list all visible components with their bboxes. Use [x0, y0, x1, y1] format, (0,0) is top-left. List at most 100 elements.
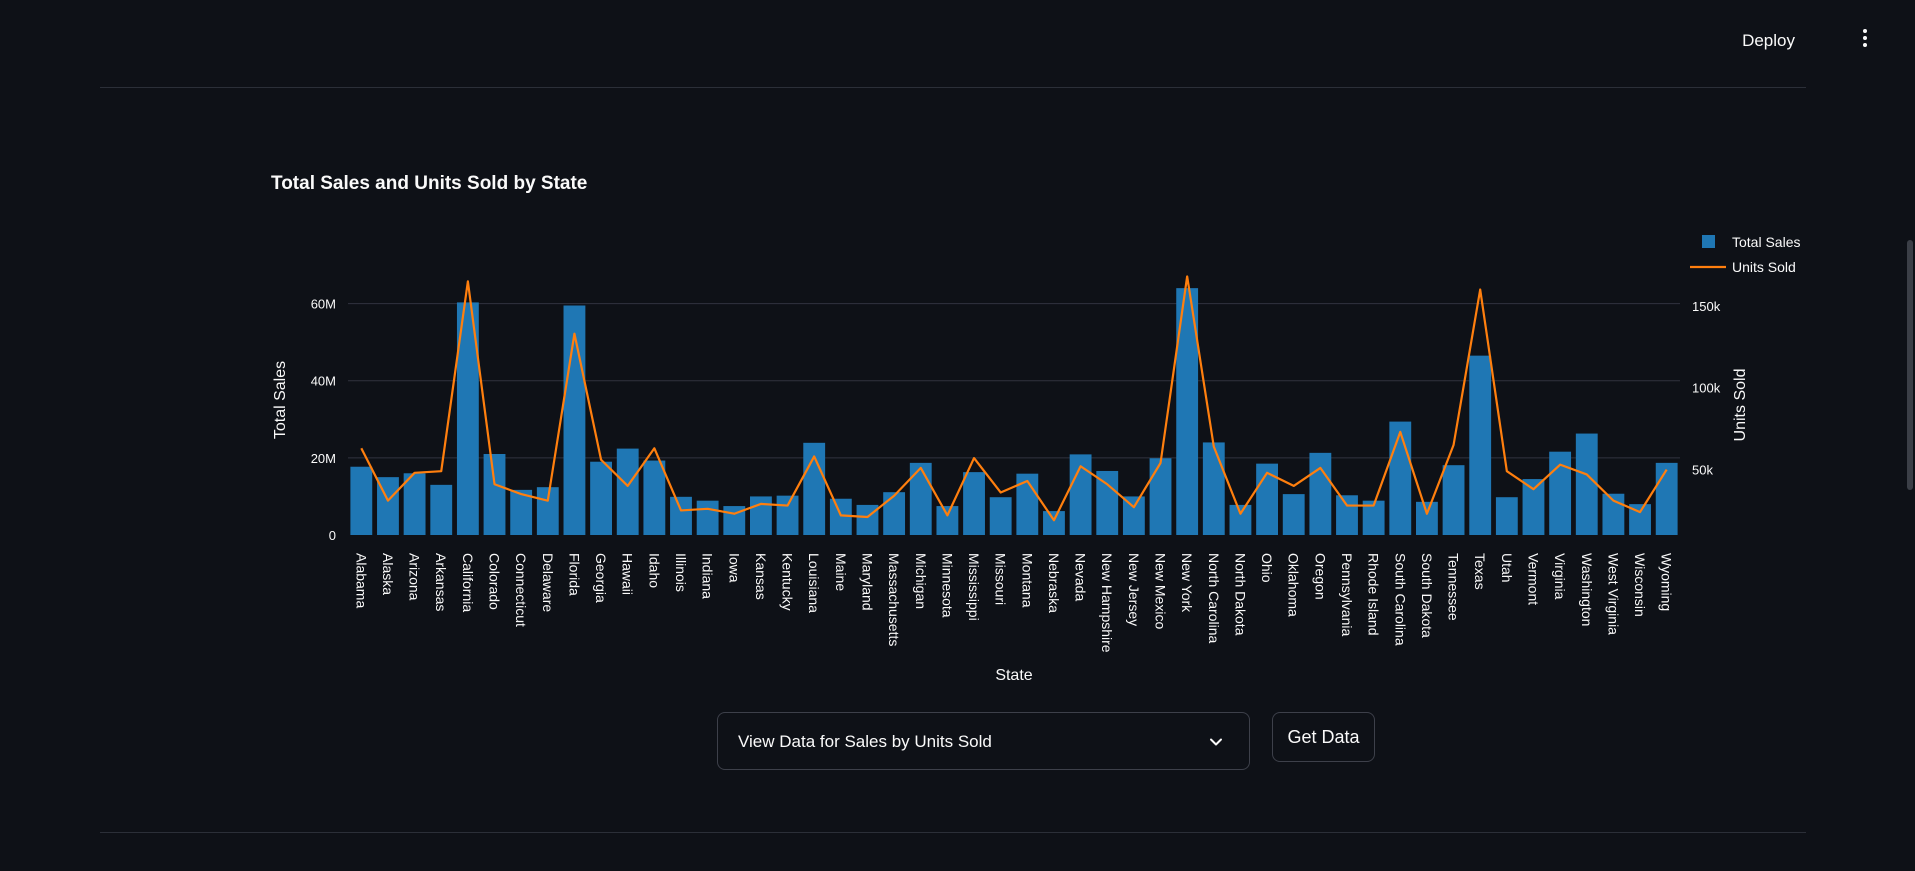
x-tick-label: Wisconsin: [1632, 553, 1648, 617]
bar-alabama: [350, 466, 373, 535]
bar-minnesota: [936, 506, 959, 535]
x-tick-label: California: [460, 553, 476, 612]
x-tick-label: Idaho: [646, 553, 662, 588]
bar-nebraska: [1043, 511, 1065, 535]
x-tick-label: Texas: [1472, 553, 1488, 590]
y-tick-label: 0: [329, 528, 336, 543]
bar-new-hampshire: [1096, 470, 1119, 535]
bar-wyoming: [1655, 462, 1678, 535]
x-tick-label: South Carolina: [1392, 553, 1408, 646]
bar-georgia: [590, 461, 613, 535]
x-tick-label: North Carolina: [1206, 553, 1222, 643]
units-sold-line: [360, 275, 1668, 522]
bar-arkansas: [430, 484, 453, 535]
x-tick-label: North Dakota: [1232, 553, 1248, 636]
x-tick-label: New Jersey: [1126, 553, 1142, 626]
bar-kentucky: [776, 495, 799, 535]
x-axis-title: State: [995, 667, 1032, 684]
y2-tick-label: 150k: [1692, 299, 1721, 314]
bar-maine: [829, 498, 852, 535]
x-tick-label: Virginia: [1552, 553, 1568, 600]
bar-arizona: [403, 473, 426, 535]
bar-texas: [1469, 355, 1492, 535]
x-tick-label: Connecticut: [513, 553, 529, 627]
legend-label-units-sold: Units Sold: [1732, 259, 1796, 275]
x-tick-label: Ohio: [1259, 553, 1275, 583]
bottom-divider: [100, 832, 1806, 833]
bar-wisconsin: [1629, 504, 1651, 535]
x-tick-label: Louisiana: [806, 553, 822, 613]
x-tick-label: New York: [1179, 553, 1195, 613]
bar-oklahoma: [1282, 494, 1305, 535]
bar-idaho: [643, 460, 666, 535]
x-tick-label: Vermont: [1525, 553, 1541, 605]
bar-vermont: [1522, 479, 1545, 535]
x-tick-label: Michigan: [913, 553, 929, 609]
x-tick-label: Colorado: [487, 553, 503, 610]
bar-massachusetts: [883, 492, 906, 535]
bar-missouri: [989, 497, 1012, 535]
bar-california: [456, 302, 479, 535]
bar-indiana: [696, 500, 719, 535]
bar-maryland: [856, 504, 879, 535]
select-value: View Data for Sales by Units Sold: [738, 732, 992, 751]
x-tick-label: Florida: [566, 553, 582, 596]
chevron-down-icon: [1210, 738, 1222, 746]
x-tick-label: Tennessee: [1446, 553, 1462, 621]
bar-rhode-island: [1362, 500, 1385, 535]
bar-virginia: [1549, 451, 1572, 535]
x-tick-label: Kentucky: [780, 553, 796, 611]
x-tick-label: Maryland: [859, 553, 875, 611]
deploy-button[interactable]: Deploy: [1734, 27, 1803, 55]
bar-new-york: [1176, 288, 1199, 535]
x-tick-label: Georgia: [593, 553, 609, 603]
x-tick-label: Illinois: [673, 553, 689, 592]
x-tick-label: New Mexico: [1153, 553, 1169, 629]
chart-title: Total Sales and Units Sold by State: [271, 173, 588, 194]
x-tick-label: Missouri: [993, 553, 1009, 605]
get-data-button[interactable]: Get Data: [1272, 712, 1375, 762]
x-tick-label: Pennsylvania: [1339, 553, 1355, 636]
bar-kansas: [749, 496, 772, 535]
bar-north-dakota: [1229, 504, 1252, 535]
bar-north-carolina: [1202, 442, 1225, 535]
x-tick-label: Nevada: [1073, 553, 1089, 601]
x-tick-label: Maine: [833, 553, 849, 591]
x-tick-label: Massachusetts: [886, 553, 902, 646]
y2-axis-title: Units Sold: [1732, 369, 1749, 442]
top-bar: Deploy: [0, 0, 1915, 60]
bar-utah: [1495, 497, 1518, 535]
y2-tick-label: 100k: [1692, 381, 1721, 396]
bar-pennsylvania: [1336, 495, 1358, 535]
y-tick-label: 40M: [311, 374, 336, 389]
x-tick-label: Nebraska: [1046, 553, 1062, 613]
x-tick-label: South Dakota: [1419, 553, 1435, 638]
bar-south-carolina: [1389, 421, 1412, 535]
sales-units-chart: 0 20M 40M 60M 50k 100k 150k Alabama Alaska Arizon…: [272, 234, 1800, 684]
x-tick-label: Oklahoma: [1286, 553, 1302, 617]
view-data-select[interactable]: View Data for Sales by Units Sold: [717, 712, 1250, 770]
bar-new-mexico: [1149, 458, 1172, 535]
bar-tennessee: [1442, 465, 1465, 535]
x-tick-label: Utah: [1499, 553, 1515, 583]
bar-illinois: [670, 496, 692, 535]
legend-label-total-sales: Total Sales: [1732, 234, 1800, 250]
top-divider: [100, 87, 1806, 88]
x-tick-label: Mississippi: [966, 553, 982, 621]
more-options-icon[interactable]: [1859, 29, 1871, 53]
x-tick-label: Minnesota: [939, 553, 955, 618]
y-axis-title: Total Sales: [272, 361, 289, 439]
bar-oregon: [1309, 452, 1332, 535]
scrollbar[interactable]: [1907, 240, 1913, 490]
x-tick-label: Wyoming: [1659, 553, 1675, 611]
y-tick-label: 60M: [311, 297, 336, 312]
x-tick-label: Delaware: [540, 553, 556, 612]
x-tick-label: Kansas: [753, 553, 769, 600]
bar-washington: [1575, 433, 1598, 535]
x-tick-label: West Virginia: [1605, 553, 1621, 635]
x-tick-label: Iowa: [726, 553, 742, 583]
bar-connecticut: [510, 489, 533, 535]
x-tick-label: Rhode Island: [1366, 553, 1382, 636]
x-tick-label: Arizona: [407, 553, 423, 601]
bar-michigan: [909, 462, 932, 535]
